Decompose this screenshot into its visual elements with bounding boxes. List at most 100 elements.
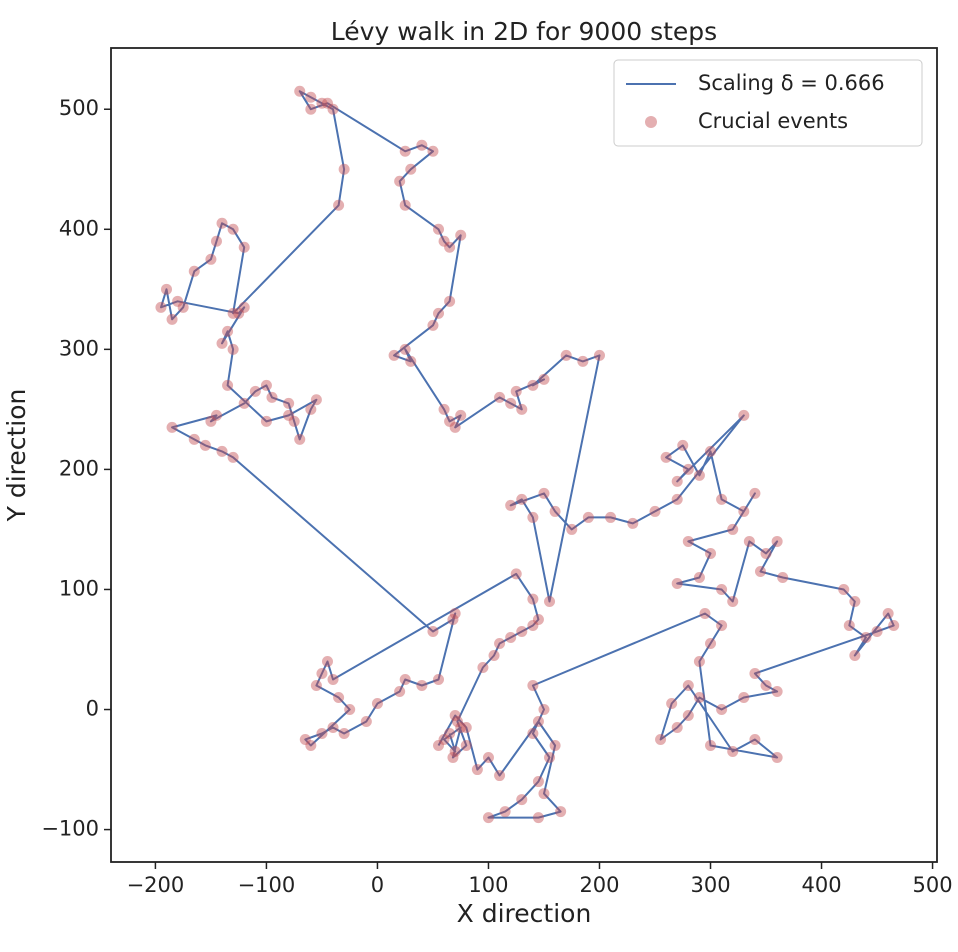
crucial-event xyxy=(838,583,850,595)
crucial-event xyxy=(427,319,439,331)
crucial-event xyxy=(166,421,178,433)
crucial-event xyxy=(438,235,450,247)
crucial-event xyxy=(222,325,234,337)
crucial-event xyxy=(416,680,428,692)
crucial-event xyxy=(427,145,439,157)
crucial-event xyxy=(216,445,228,457)
crucial-event xyxy=(888,619,900,631)
crucial-event xyxy=(455,229,467,241)
crucial-event xyxy=(216,337,228,349)
crucial-event xyxy=(849,595,861,607)
crucial-event xyxy=(227,223,239,235)
crucial-event xyxy=(327,674,339,686)
crucial-event xyxy=(316,97,328,109)
crucial-event xyxy=(749,734,761,746)
crucial-event xyxy=(577,355,589,367)
crucial-event xyxy=(188,433,200,445)
crucial-event xyxy=(727,523,739,535)
crucial-event xyxy=(449,607,461,619)
crucial-event xyxy=(560,349,572,361)
crucial-event xyxy=(716,493,728,505)
crucial-event xyxy=(451,716,463,728)
crucial-event xyxy=(238,397,250,409)
crucial-event xyxy=(566,523,578,535)
crucial-event xyxy=(516,403,528,415)
crucial-event xyxy=(449,421,461,433)
crucial-event xyxy=(455,409,467,421)
crucial-event xyxy=(305,103,317,115)
crucial-event xyxy=(305,740,317,752)
crucial-event xyxy=(399,674,411,686)
crucial-event xyxy=(482,812,494,824)
crucial-event xyxy=(294,433,306,445)
crucial-event xyxy=(310,394,322,406)
crucial-event xyxy=(266,391,278,403)
crucial-event xyxy=(327,722,339,734)
y-axis-label: Y direction xyxy=(2,389,31,523)
crucial-event xyxy=(283,409,295,421)
crucial-event xyxy=(749,668,761,680)
crucial-event xyxy=(305,91,317,103)
crucial-event xyxy=(444,295,456,307)
crucial-event xyxy=(394,175,406,187)
crucial-event xyxy=(494,770,506,782)
crucial-event xyxy=(527,680,539,692)
crucial-event xyxy=(871,625,883,637)
crucial-event xyxy=(455,722,467,734)
crucial-event xyxy=(449,746,461,758)
crucial-event xyxy=(605,511,617,523)
crucial-event xyxy=(233,307,245,319)
x-tick-label: 100 xyxy=(468,873,508,897)
legend-marker xyxy=(645,116,657,128)
crucial-event xyxy=(238,241,250,253)
crucial-event xyxy=(538,788,550,800)
crucial-event xyxy=(416,139,428,151)
crucial-event xyxy=(716,583,728,595)
crucial-event xyxy=(499,806,511,818)
crucial-event xyxy=(471,764,483,776)
crucial-event xyxy=(882,607,894,619)
plot-frame xyxy=(110,47,938,863)
crucial-event xyxy=(527,728,539,740)
crucial-event xyxy=(682,710,694,722)
crucial-event xyxy=(227,307,239,319)
crucial-event xyxy=(705,740,717,752)
crucial-event xyxy=(716,704,728,716)
crucial-event xyxy=(438,403,450,415)
crucial-event xyxy=(693,571,705,583)
crucial-event xyxy=(405,355,417,367)
crucial-event xyxy=(338,728,350,740)
x-tick-label: 400 xyxy=(801,873,841,897)
crucial-event xyxy=(299,734,311,746)
crucial-event xyxy=(494,637,506,649)
y-tick-label: 300 xyxy=(59,336,99,360)
legend-label: Crucial events xyxy=(698,109,848,133)
crucial-event xyxy=(544,752,556,764)
crucial-event xyxy=(444,415,456,427)
crucial-event xyxy=(705,547,717,559)
crucial-event xyxy=(388,349,400,361)
crucial-event xyxy=(716,619,728,631)
crucial-event xyxy=(771,535,783,547)
crucial-event xyxy=(427,625,439,637)
crucial-event xyxy=(305,403,317,415)
crucial-event xyxy=(338,163,350,175)
crucial-event xyxy=(394,686,406,698)
legend-box xyxy=(613,59,923,147)
crucial-event xyxy=(205,253,217,265)
crucial-event xyxy=(460,722,472,734)
crucial-event xyxy=(333,692,345,704)
walk-line xyxy=(160,90,895,819)
crucial-event xyxy=(360,716,372,728)
crucial-event xyxy=(527,619,539,631)
crucial-event xyxy=(738,409,750,421)
crucial-event xyxy=(743,535,755,547)
crucial-event xyxy=(433,674,445,686)
crucial-event xyxy=(671,722,683,734)
crucial-event xyxy=(510,385,522,397)
y-tick-label: −100 xyxy=(41,817,99,841)
crucial-event xyxy=(738,505,750,517)
crucial-event xyxy=(399,145,411,157)
crucial-event xyxy=(532,812,544,824)
crucial-event xyxy=(666,698,678,710)
